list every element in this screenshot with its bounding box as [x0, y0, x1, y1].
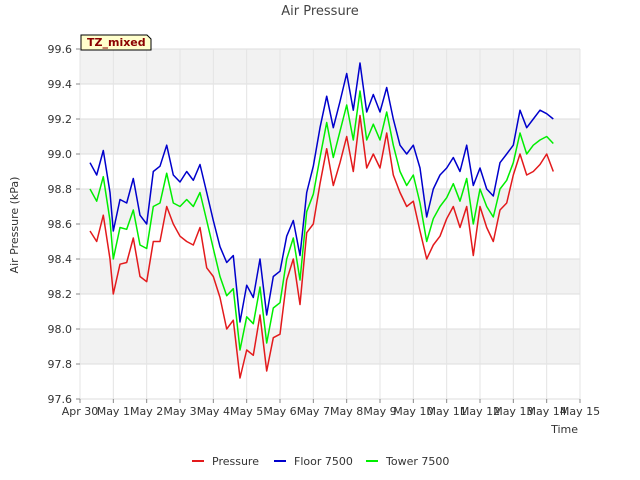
x-tick-label: May 3: [163, 405, 196, 418]
x-tick-label: May 13: [493, 405, 533, 418]
tz-badge-box: [80, 34, 152, 51]
x-tick-label: May 5: [230, 405, 263, 418]
y-tick-label: 99.0: [48, 148, 73, 161]
series-line-floor-7500: [89, 62, 554, 323]
tz-badge: TZ_mixed: [80, 34, 152, 51]
series-line-pressure: [89, 114, 555, 379]
x-tick-label: May 1: [97, 405, 130, 418]
y-axis-ticks: 97.6 97.8 98.0 98.2 98.4 98.6 98.8 99.0 99.2 99.4…: [48, 43, 80, 406]
y-axis-label: Air Pressure (kPa): [8, 177, 21, 274]
x-tick-label: May 4: [197, 405, 230, 418]
x-tick-label: May 14: [527, 405, 567, 418]
x-axis-label: Time: [550, 423, 578, 436]
x-tick-label: May 12: [460, 405, 500, 418]
series-line-tower-7500: [89, 90, 554, 351]
y-tick-label: 99.2: [48, 113, 73, 126]
x-tick-label: May 6: [263, 405, 296, 418]
x-tick-label: Apr 30: [62, 405, 99, 418]
x-tick-label: May 8: [330, 405, 363, 418]
x-tick-label: May 11: [427, 405, 467, 418]
y-tick-label: 97.8: [48, 358, 73, 371]
tz-badge-text: TZ_mixed: [87, 36, 146, 49]
plot-band: [80, 329, 580, 364]
legend-label: Tower 7500: [385, 455, 449, 468]
x-tick-label: May 2: [130, 405, 163, 418]
y-tick-label: 98.0: [48, 323, 73, 336]
x-tick-label: May 10: [393, 405, 433, 418]
x-tick-label: May 7: [297, 405, 330, 418]
legend-label: Floor 7500: [294, 455, 353, 468]
legend-label: Pressure: [212, 455, 259, 468]
y-tick-label: 98.6: [48, 218, 73, 231]
plot-band: [80, 189, 580, 224]
y-tick-label: 99.4: [48, 78, 73, 91]
y-tick-label: 98.8: [48, 183, 73, 196]
x-tick-label: May 9: [363, 405, 396, 418]
legend: Pressure Floor 7500 Tower 7500: [192, 455, 449, 468]
plot-band: [80, 49, 580, 84]
series-lines: [89, 62, 555, 379]
y-tick-label: 98.4: [48, 253, 73, 266]
chart-title: Air Pressure: [281, 4, 359, 19]
x-tick-label: May 15: [560, 405, 600, 418]
plot-band: [80, 259, 580, 294]
y-tick-label: 97.6: [48, 393, 73, 406]
y-tick-label: 98.2: [48, 288, 73, 301]
y-tick-label: 99.6: [48, 43, 73, 56]
